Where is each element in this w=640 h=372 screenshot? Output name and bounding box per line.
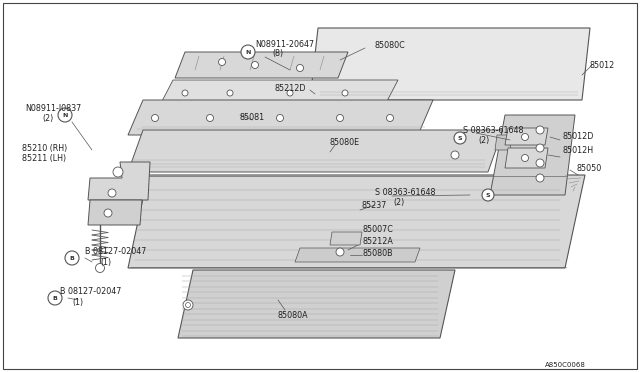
Text: (2): (2): [42, 113, 53, 122]
Circle shape: [276, 115, 284, 122]
Polygon shape: [160, 80, 398, 105]
Polygon shape: [175, 52, 348, 78]
Text: A850C0068: A850C0068: [545, 362, 586, 368]
Polygon shape: [495, 135, 512, 150]
Text: N08911-l0837: N08911-l0837: [25, 103, 81, 112]
Circle shape: [482, 189, 494, 201]
Polygon shape: [178, 270, 455, 338]
Circle shape: [536, 144, 544, 152]
Polygon shape: [88, 200, 142, 225]
Circle shape: [113, 167, 123, 177]
Circle shape: [522, 134, 529, 141]
Text: 85012: 85012: [590, 61, 615, 70]
Circle shape: [104, 209, 112, 217]
Circle shape: [218, 58, 225, 65]
Circle shape: [342, 90, 348, 96]
Text: 85050: 85050: [577, 164, 602, 173]
Circle shape: [65, 251, 79, 265]
Polygon shape: [490, 115, 575, 195]
Circle shape: [536, 174, 544, 182]
Text: N08911-20647: N08911-20647: [255, 39, 314, 48]
Circle shape: [336, 248, 344, 256]
Text: (1): (1): [100, 257, 111, 266]
Polygon shape: [88, 162, 150, 200]
Circle shape: [241, 45, 255, 59]
Text: N: N: [62, 112, 68, 118]
Text: N: N: [245, 49, 251, 55]
Text: B: B: [70, 256, 74, 260]
Text: (2): (2): [393, 198, 404, 206]
Text: (8): (8): [272, 48, 283, 58]
Text: 85012D: 85012D: [563, 131, 595, 141]
Circle shape: [387, 115, 394, 122]
Text: 85211 (LH): 85211 (LH): [22, 154, 66, 163]
Text: 85012H: 85012H: [563, 145, 594, 154]
Circle shape: [108, 189, 116, 197]
Text: 85210 (RH): 85210 (RH): [22, 144, 67, 153]
Circle shape: [252, 61, 259, 68]
Text: 85237: 85237: [362, 201, 387, 209]
Text: 85081: 85081: [240, 112, 265, 122]
Circle shape: [183, 300, 193, 310]
Polygon shape: [295, 248, 420, 262]
Text: S: S: [486, 192, 490, 198]
Circle shape: [207, 115, 214, 122]
Polygon shape: [128, 100, 433, 135]
Text: (1): (1): [72, 298, 83, 307]
Polygon shape: [128, 130, 503, 172]
Circle shape: [95, 263, 104, 273]
Text: 85212A: 85212A: [363, 237, 394, 246]
Circle shape: [287, 90, 293, 96]
Text: 85007C: 85007C: [363, 224, 394, 234]
Text: 85212D: 85212D: [275, 83, 307, 93]
Circle shape: [58, 108, 72, 122]
Polygon shape: [310, 28, 590, 100]
Polygon shape: [505, 128, 548, 145]
Circle shape: [227, 90, 233, 96]
Circle shape: [451, 151, 459, 159]
Text: 85080A: 85080A: [278, 311, 308, 320]
Polygon shape: [128, 175, 585, 268]
Circle shape: [152, 115, 159, 122]
Text: 85080E: 85080E: [330, 138, 360, 147]
Polygon shape: [330, 232, 362, 245]
Circle shape: [536, 159, 544, 167]
Text: (2): (2): [478, 135, 489, 144]
Text: S 08363-61648: S 08363-61648: [375, 187, 435, 196]
Circle shape: [48, 291, 62, 305]
Circle shape: [522, 154, 529, 161]
Text: B 08127-02047: B 08127-02047: [85, 247, 147, 257]
Circle shape: [186, 302, 191, 308]
Circle shape: [454, 132, 466, 144]
Circle shape: [182, 90, 188, 96]
Circle shape: [337, 115, 344, 122]
Text: B 08127-02047: B 08127-02047: [60, 288, 122, 296]
Circle shape: [296, 64, 303, 71]
Circle shape: [536, 126, 544, 134]
Polygon shape: [505, 148, 548, 168]
Text: 85080B: 85080B: [363, 248, 394, 257]
Text: S: S: [458, 135, 462, 141]
Text: S 08363-61648: S 08363-61648: [463, 125, 524, 135]
Text: 85080C: 85080C: [375, 41, 406, 49]
Text: B: B: [52, 295, 58, 301]
